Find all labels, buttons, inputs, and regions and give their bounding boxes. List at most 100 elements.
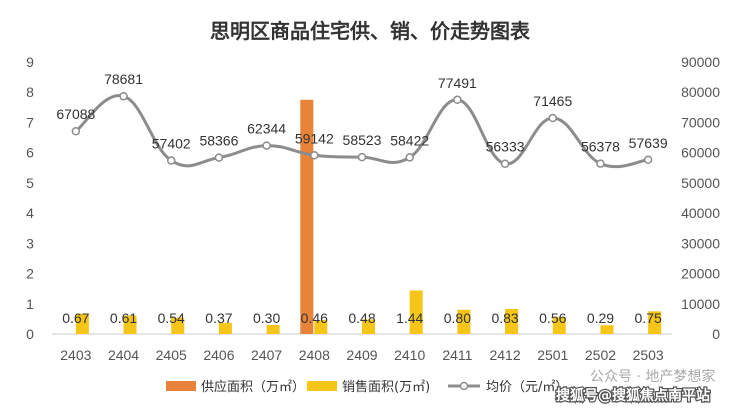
price-point (357, 152, 367, 162)
sales-bar (123, 315, 137, 334)
bar-layer (75, 99, 662, 335)
price-data-label: 57402 (152, 136, 191, 152)
left-axis-tick-label: 4 (26, 205, 34, 221)
x-axis-tick-label: 2503 (633, 347, 664, 363)
sales-data-label: 0.75 (635, 310, 662, 326)
x-axis: 2403 2404 2405 2406 2407 2408 2409 2410 2411 2412… (52, 333, 672, 363)
price-data-label: 56378 (581, 139, 620, 155)
x-axis-tick-label: 2501 (537, 347, 568, 363)
price-data-label: 77491 (438, 75, 477, 91)
legend-label-price: 均价（元/㎡） (486, 380, 568, 395)
price-data-label: 71465 (533, 93, 572, 109)
watermark-line-1: 公众号 · 地产梦想家 (590, 368, 715, 385)
price-point (262, 141, 271, 150)
price-data-label: 62344 (247, 121, 286, 137)
right-axis-tick-label: 10000 (681, 296, 720, 312)
sales-bar (648, 311, 662, 334)
legend-label-sales: 销售面积(万㎡) (342, 379, 430, 395)
data-label-layer: 67088 78681 57402 58366 62344 59142 58523 58422… (56, 71, 667, 326)
left-axis-tick-label: 7 (26, 114, 34, 130)
price-point (405, 153, 414, 162)
price-point (596, 159, 605, 168)
left-axis: 0 1 2 3 4 5 6 7 8 9 (26, 54, 34, 342)
sales-bar (75, 313, 89, 334)
price-point (548, 113, 558, 123)
x-axis-tick-label: 2408 (299, 347, 330, 363)
sales-data-label: 0.61 (110, 310, 137, 326)
sales-data-label: 1.44 (396, 310, 423, 326)
right-axis-tick-label: 50000 (681, 175, 720, 191)
price-point (214, 153, 224, 162)
sales-bar (266, 324, 280, 334)
legend-swatch-sales (307, 381, 337, 391)
x-axis-tick-label: 2411 (442, 347, 472, 363)
sales-bar (552, 317, 566, 334)
watermark-line-2: 搜狐号@搜狐焦点南平站 (556, 387, 710, 404)
sales-bar (171, 317, 185, 334)
x-axis-tick-label: 2502 (585, 347, 616, 363)
legend: 供应面积（万㎡） 销售面积(万㎡) 均价（元/㎡） (166, 379, 568, 395)
price-data-label: 58523 (343, 132, 382, 148)
price-point (453, 95, 462, 105)
price-data-label: 59142 (295, 130, 334, 146)
sales-bar (218, 322, 232, 334)
left-axis-tick-label: 9 (26, 54, 34, 70)
price-data-label: 78681 (104, 71, 143, 87)
x-axis-tick-label: 2407 (251, 347, 282, 363)
sales-data-label: 0.37 (205, 310, 232, 326)
price-point (310, 151, 319, 160)
price-data-label: 58366 (199, 133, 238, 149)
sales-data-label: 0.56 (539, 310, 566, 326)
price-point (119, 91, 128, 101)
right-axis-tick-label: 60000 (681, 145, 720, 161)
x-axis-tick-label: 2412 (489, 347, 520, 363)
price-data-label: 57639 (629, 135, 668, 151)
price-data-label: 67088 (56, 106, 95, 122)
sales-bar (409, 290, 423, 334)
legend-swatch-price-marker (459, 381, 469, 391)
x-axis-tick-label: 2406 (203, 347, 234, 363)
price-point (643, 155, 653, 165)
left-axis-tick-label: 5 (26, 175, 34, 191)
sales-bar (600, 325, 614, 334)
line-layer (71, 91, 653, 169)
sales-bar (457, 309, 471, 334)
sales-data-label: 0.80 (444, 310, 471, 326)
legend-label-supply: 供应面积（万㎡） (201, 379, 305, 395)
legend-swatch-supply (166, 381, 196, 391)
price-data-label: 58422 (390, 132, 429, 148)
left-axis-tick-label: 6 (26, 145, 34, 161)
chart-title: 思明区商品住宅供、销、价走势图表 (210, 19, 531, 43)
watermark: 公众号 · 地产梦想家 搜狐号@搜狐焦点南平站 (555, 368, 716, 405)
sales-data-label: 0.30 (253, 310, 280, 326)
sales-data-label: 0.29 (587, 310, 614, 326)
right-axis-tick-label: 70000 (681, 114, 720, 130)
left-axis-tick-label: 8 (26, 84, 34, 100)
right-axis-tick-label: 30000 (681, 235, 720, 251)
sales-data-label: 0.83 (491, 310, 518, 326)
right-axis: 0 10000 20000 30000 40000 50000 60000 70000 8000… (681, 54, 720, 342)
sales-bar (362, 319, 375, 334)
x-axis-tick-label: 2405 (156, 347, 187, 363)
right-axis-tick-label: 0 (712, 326, 720, 342)
price-point (500, 159, 510, 168)
x-axis-tick-label: 2410 (394, 347, 425, 363)
x-axis-tick-label: 2404 (108, 347, 139, 363)
x-axis-tick-label: 2403 (60, 347, 91, 363)
sales-data-label: 0.67 (62, 310, 89, 326)
right-axis-tick-label: 90000 (681, 54, 720, 70)
price-point (166, 156, 176, 165)
left-axis-tick-label: 3 (26, 235, 34, 251)
right-axis-tick-label: 80000 (681, 84, 720, 100)
right-axis-tick-label: 40000 (681, 205, 720, 221)
price-data-label: 56333 (486, 139, 525, 155)
left-axis-tick-label: 0 (26, 326, 34, 342)
right-axis-tick-label: 20000 (681, 266, 720, 282)
sales-bar (314, 320, 328, 334)
sales-data-label: 0.48 (348, 310, 375, 326)
left-axis-tick-label: 1 (26, 296, 34, 312)
sales-data-label: 0.54 (158, 310, 185, 326)
sales-bar (505, 308, 519, 334)
x-axis-tick-label: 2409 (346, 347, 377, 363)
